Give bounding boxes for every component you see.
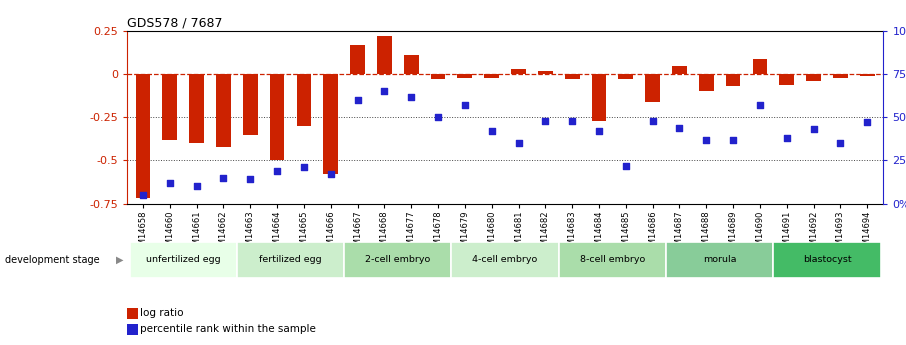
Point: [672, 125, 687, 130]
Bar: [216, 74, 231, 147]
Bar: [430, 74, 446, 79]
Point: [645, 118, 660, 124]
Bar: [672, 66, 687, 74]
Bar: [538, 71, 553, 74]
Bar: [458, 74, 472, 78]
Point: [136, 192, 150, 198]
Point: [243, 177, 257, 182]
Point: [806, 127, 821, 132]
Bar: [344, 241, 451, 278]
Bar: [270, 74, 284, 160]
Bar: [592, 74, 606, 121]
Point: [351, 97, 365, 103]
Point: [323, 171, 338, 177]
Point: [270, 168, 284, 174]
Text: percentile rank within the sample: percentile rank within the sample: [140, 324, 316, 334]
Bar: [564, 74, 580, 79]
Point: [726, 137, 740, 142]
Point: [592, 128, 606, 134]
Point: [753, 102, 767, 108]
Bar: [162, 74, 178, 140]
Bar: [404, 55, 419, 74]
Bar: [451, 241, 559, 278]
Point: [834, 140, 848, 146]
Text: GDS578 / 7687: GDS578 / 7687: [127, 17, 222, 30]
Bar: [130, 241, 236, 278]
Bar: [779, 74, 795, 85]
Point: [296, 165, 311, 170]
Text: 8-cell embryo: 8-cell embryo: [580, 255, 645, 264]
Point: [162, 180, 177, 186]
Bar: [726, 74, 740, 86]
Bar: [136, 74, 150, 198]
Text: 2-cell embryo: 2-cell embryo: [365, 255, 430, 264]
Bar: [753, 59, 767, 74]
Point: [189, 184, 204, 189]
Point: [430, 115, 445, 120]
Point: [779, 135, 794, 141]
Bar: [666, 241, 774, 278]
Bar: [699, 74, 714, 91]
Bar: [645, 74, 660, 102]
Bar: [236, 241, 344, 278]
Bar: [806, 74, 821, 81]
Point: [619, 163, 633, 168]
Bar: [774, 241, 881, 278]
Text: blastocyst: blastocyst: [803, 255, 852, 264]
Bar: [243, 74, 257, 135]
Text: fertilized egg: fertilized egg: [259, 255, 322, 264]
Text: ▶: ▶: [116, 255, 123, 265]
Bar: [323, 74, 338, 174]
Bar: [485, 74, 499, 78]
Point: [217, 175, 231, 180]
Point: [511, 140, 525, 146]
Point: [458, 102, 472, 108]
Text: 4-cell embryo: 4-cell embryo: [472, 255, 538, 264]
Text: development stage: development stage: [5, 255, 99, 265]
Text: log ratio: log ratio: [140, 308, 184, 318]
Point: [860, 120, 874, 125]
Bar: [189, 74, 204, 143]
Bar: [833, 74, 848, 78]
Point: [565, 118, 580, 124]
Bar: [559, 241, 666, 278]
Bar: [296, 74, 312, 126]
Point: [699, 137, 714, 142]
Bar: [511, 69, 525, 74]
Bar: [351, 45, 365, 74]
Point: [404, 94, 419, 99]
Text: morula: morula: [703, 255, 737, 264]
Point: [538, 118, 553, 124]
Bar: [377, 36, 391, 74]
Bar: [619, 74, 633, 79]
Point: [377, 89, 391, 94]
Bar: [860, 74, 874, 76]
Point: [485, 128, 499, 134]
Text: unfertilized egg: unfertilized egg: [146, 255, 220, 264]
